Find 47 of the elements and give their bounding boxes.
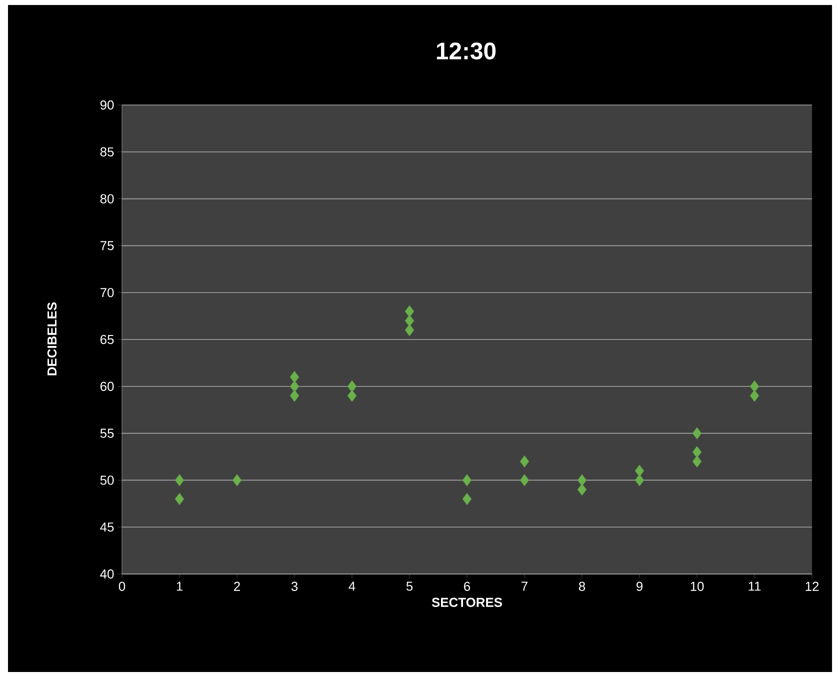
point: [692, 455, 702, 468]
x-tick-label: 7: [522, 582, 528, 591]
point: [462, 492, 472, 506]
x-axis-title: SECTORES: [432, 598, 502, 607]
chart-title: 12:30: [436, 42, 496, 60]
point: [404, 314, 414, 327]
y-tick-label: 75: [100, 241, 114, 250]
point: [290, 390, 300, 402]
point: [347, 390, 357, 402]
point: [577, 474, 587, 486]
x-tick-label: 9: [636, 582, 642, 591]
x-tick-label: 12: [806, 582, 819, 591]
point: [462, 474, 472, 486]
point: [577, 483, 587, 496]
point: [634, 474, 644, 486]
point: [750, 390, 760, 402]
point: [692, 427, 702, 440]
point: [404, 324, 414, 336]
y-tick-label: 80: [100, 194, 114, 204]
point: [634, 464, 644, 477]
point: [520, 455, 530, 468]
y-axis-title: DECIBELES: [47, 302, 57, 376]
point: [692, 446, 702, 458]
x-tick-label: 0: [118, 582, 126, 591]
point: [520, 474, 530, 486]
x-tick-label: 5: [406, 582, 413, 591]
x-tick-label: 6: [464, 582, 470, 591]
y-tick-label: 50: [100, 476, 114, 485]
y-tick-label: 70: [100, 288, 114, 298]
x-tick-label: 2: [234, 582, 240, 591]
point: [174, 474, 184, 486]
y-tick-label: 60: [100, 382, 114, 391]
x-tick-label: 3: [291, 582, 298, 591]
point: [174, 492, 184, 506]
y-tick-label: 55: [100, 428, 114, 438]
x-tick-label: 4: [348, 582, 356, 591]
x-tick-label: 11: [748, 582, 761, 591]
y-tick-label: 65: [100, 334, 114, 344]
y-tick-label: 45: [100, 522, 114, 532]
x-tick-label: 1: [176, 582, 182, 591]
x-tick-label: 10: [690, 582, 704, 591]
point: [232, 474, 242, 486]
y-tick-label: 40: [100, 569, 114, 579]
y-tick-label: 90: [100, 100, 114, 110]
x-tick-label: 8: [578, 582, 586, 591]
point: [290, 370, 300, 384]
y-tick-label: 85: [100, 147, 114, 156]
